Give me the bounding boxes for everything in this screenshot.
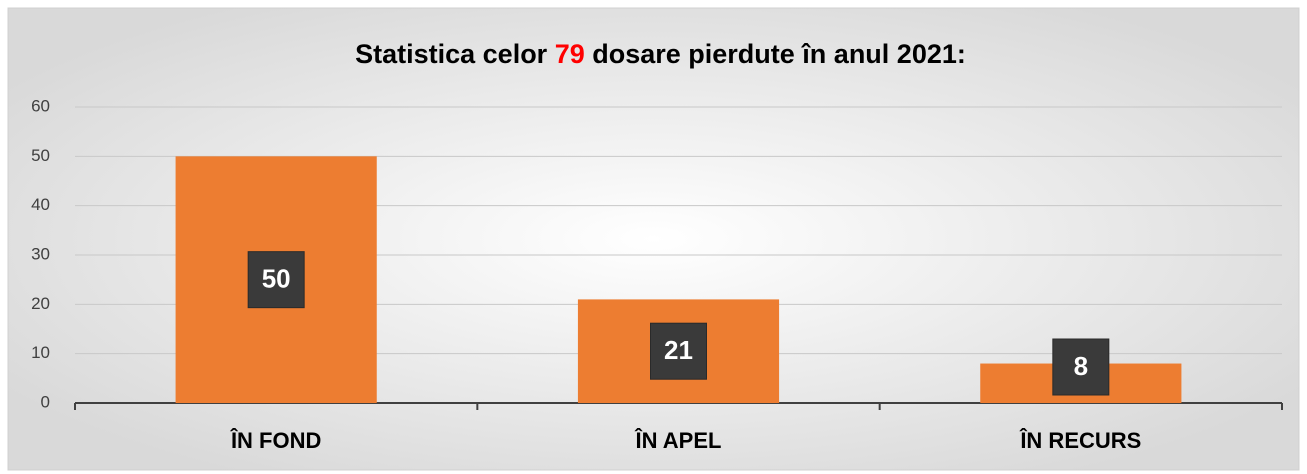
value-label-box (650, 322, 707, 380)
y-tick-label: 20 (31, 294, 50, 313)
y-tick-label: 30 (31, 244, 50, 263)
title-highlight: 79 (555, 39, 585, 69)
y-tick-label: 10 (31, 343, 50, 362)
value-label: 50 (262, 264, 291, 294)
y-tick-label: 50 (31, 146, 50, 165)
y-tick-label: 0 (41, 392, 50, 411)
title-part: Statistica celor (355, 39, 555, 69)
value-label: 21 (664, 335, 693, 365)
x-tick-label: ÎN FOND (230, 428, 321, 453)
y-tick-label: 60 (31, 96, 50, 115)
x-tick-label: ÎN RECURS (1019, 428, 1141, 453)
chart-title: Statistica celor 79 dosare pierdute în a… (318, 39, 989, 69)
value-label-box (1052, 338, 1110, 396)
x-tick-label: ÎN APEL (635, 428, 722, 453)
value-label: 8 (1074, 351, 1088, 381)
title-part: dosare pierdute în anul 2021: (585, 39, 966, 69)
y-tick-label: 40 (31, 195, 50, 214)
value-label-box (247, 251, 305, 309)
